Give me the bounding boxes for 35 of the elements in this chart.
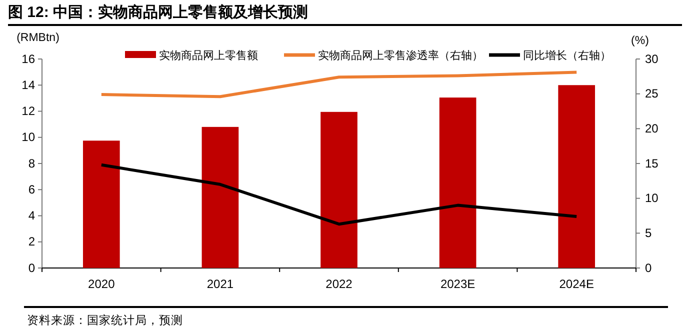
y-tick-label: 8 bbox=[28, 156, 36, 170]
line-series bbox=[100, 70, 578, 98]
y2-tick-label: 0 bbox=[645, 260, 652, 275]
y-tick-label: 4 bbox=[28, 208, 36, 223]
y-tick-label: 14 bbox=[22, 78, 36, 92]
chart-title: 图 12: 中国：实物商品网上零售额及增长预测 bbox=[8, 3, 308, 21]
x-tick-label: 2024E bbox=[559, 276, 594, 291]
y-tick-label: 10 bbox=[22, 130, 36, 144]
x-tick-label: 2022 bbox=[326, 276, 353, 291]
line-series bbox=[100, 163, 578, 226]
legend-label: 同比增长（右轴） bbox=[523, 49, 611, 62]
bar bbox=[82, 140, 120, 268]
y2-tick-label: 20 bbox=[645, 122, 659, 136]
y2-tick-label: 5 bbox=[645, 226, 652, 240]
y2-tick-label: 10 bbox=[645, 191, 659, 206]
y2-axis-title: (%) bbox=[631, 35, 650, 47]
x-tick-label: 2021 bbox=[206, 276, 234, 291]
bar bbox=[320, 112, 358, 268]
legend-label: 实物商品网上零售额 bbox=[159, 49, 258, 62]
bar bbox=[202, 126, 239, 268]
y-tick-label: 2 bbox=[28, 234, 36, 249]
y-tick-label: 6 bbox=[28, 182, 36, 196]
bar bbox=[558, 85, 596, 268]
x-tick-label: 2020 bbox=[88, 276, 116, 291]
y-tick-label: 12 bbox=[22, 104, 36, 118]
bar bbox=[439, 98, 476, 268]
y-tick-label: 16 bbox=[22, 52, 36, 66]
y-axis-title: (RMBtn) bbox=[16, 32, 60, 44]
x-tick-label: 2023E bbox=[440, 276, 476, 291]
legend-label: 实物商品网上零售渗透率（右轴） bbox=[318, 49, 483, 62]
y2-tick-label: 25 bbox=[645, 86, 659, 101]
y2-tick-label: 15 bbox=[645, 156, 659, 170]
text: 资料来源：国家统计局，预测 bbox=[27, 313, 183, 327]
y-tick-label: 0 bbox=[28, 260, 36, 275]
y2-tick-label: 30 bbox=[645, 52, 659, 66]
